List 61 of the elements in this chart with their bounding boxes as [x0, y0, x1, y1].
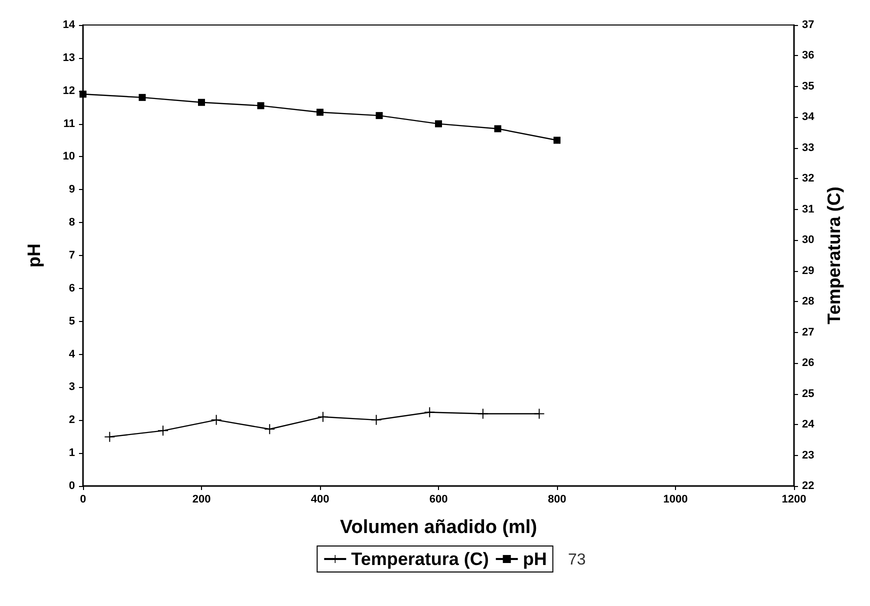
text: 73: [568, 552, 586, 568]
y2-tick-label: 34: [802, 111, 816, 124]
point: [424, 407, 435, 418]
point: [376, 112, 383, 120]
y-tick-label: 3: [68, 381, 75, 394]
y-tick-label: 11: [63, 118, 75, 130]
point: [534, 408, 544, 419]
y2-tick-label: 27: [802, 326, 814, 338]
legend-label: Temperatura (C): [351, 549, 489, 569]
y2-axis-title: Temperatura (C): [824, 186, 844, 324]
point: [198, 98, 205, 106]
x-tick-label: 200: [192, 494, 211, 506]
y-tick-label: 14: [62, 19, 76, 31]
y2-tick-label: 25: [802, 388, 814, 400]
y2-tick-label: 26: [802, 357, 814, 370]
y-tick-label: 10: [62, 150, 75, 163]
y2-tick-label: 33: [802, 142, 814, 154]
point: [435, 120, 442, 128]
point: [494, 125, 502, 132]
y-tick-label: 5: [68, 315, 75, 328]
point: [554, 136, 560, 144]
point: [104, 432, 115, 442]
point: [158, 426, 168, 436]
point: [257, 102, 264, 110]
y2-tick-label: 36: [802, 50, 814, 62]
x-tick-label: 600: [429, 494, 448, 506]
x-tick-label: 1000: [663, 494, 688, 506]
point: [318, 412, 328, 422]
x-axis-title: Volumen añadido (ml): [340, 517, 538, 538]
point: [211, 414, 222, 425]
point: [316, 108, 324, 116]
y2-tick-label: 37: [802, 19, 814, 31]
y2-tick-label: 28: [802, 296, 814, 308]
x-tick-label: 400: [310, 494, 330, 506]
y2-tick-label: 30: [802, 234, 814, 246]
y-tick-label: 1: [68, 447, 75, 460]
y2-tick-label: 32: [802, 172, 814, 185]
y2-tick-label: 24: [802, 418, 816, 431]
y2-tick-label: 35: [802, 80, 814, 92]
y-tick-label: 8: [68, 216, 75, 229]
y-tick-label: 4: [68, 348, 76, 360]
y-tick-label: 6: [68, 282, 75, 294]
x-tick-label: 1200: [782, 494, 806, 506]
y-tick-label: 9: [68, 184, 75, 196]
point: [138, 94, 146, 101]
y-tick-label: 13: [62, 52, 75, 64]
y-tick-label: 12: [62, 84, 75, 97]
legend-label: pH: [522, 549, 547, 569]
x-tick-label: 800: [548, 494, 566, 506]
y2-tick-label: 22: [802, 480, 814, 492]
point: [371, 414, 382, 425]
y2-tick-label: 23: [802, 449, 814, 462]
y-tick-label: 2: [68, 414, 75, 426]
point: [264, 424, 275, 434]
y-tick-label: 0: [68, 480, 75, 492]
y-tick-label: 7: [68, 250, 75, 262]
y-axis-title: pH: [24, 244, 44, 268]
y2-tick-label: 31: [802, 203, 814, 216]
y2-tick-label: 29: [802, 264, 814, 277]
point: [478, 408, 488, 419]
x-tick-label: 0: [80, 494, 86, 506]
